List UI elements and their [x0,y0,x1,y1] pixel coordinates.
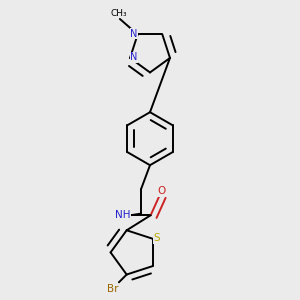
Text: O: O [158,186,166,197]
Text: N: N [130,29,137,39]
Text: NH: NH [116,210,131,220]
Text: Br: Br [107,284,118,294]
Text: N: N [130,52,138,62]
Text: S: S [153,233,160,243]
Text: CH₃: CH₃ [110,9,127,18]
